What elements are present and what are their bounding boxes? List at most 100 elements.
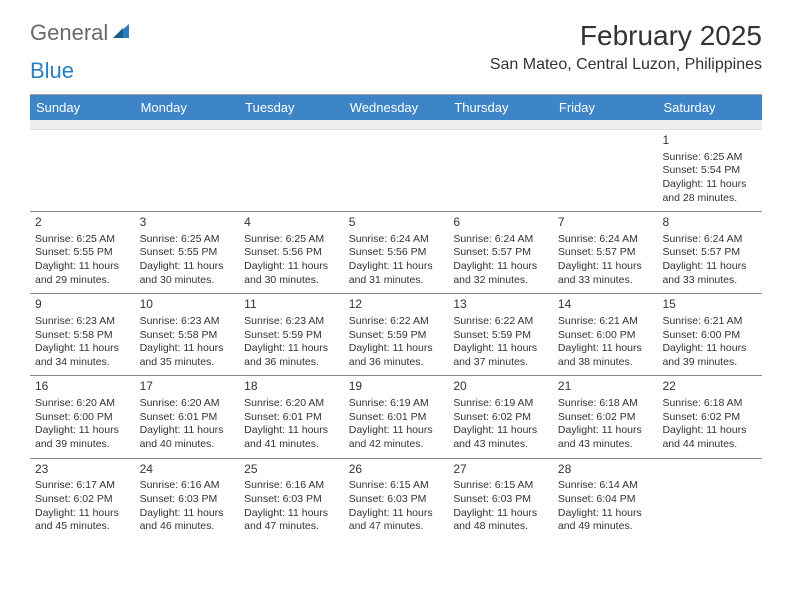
day-number: 11 xyxy=(244,297,339,313)
day-number: 3 xyxy=(140,215,235,231)
day-number: 24 xyxy=(140,462,235,478)
daylight-line: Daylight: 11 hours and 38 minutes. xyxy=(558,342,653,369)
daylight-line: Daylight: 11 hours and 36 minutes. xyxy=(244,342,339,369)
weekday-fri: Friday xyxy=(553,95,658,120)
sunrise-line: Sunrise: 6:16 AM xyxy=(140,479,235,493)
day-number: 20 xyxy=(453,379,548,395)
day-number: 7 xyxy=(558,215,653,231)
sunset-line: Sunset: 5:54 PM xyxy=(662,164,757,178)
daylight-line: Daylight: 11 hours and 43 minutes. xyxy=(453,424,548,451)
daylight-line: Daylight: 11 hours and 33 minutes. xyxy=(558,260,653,287)
day-number: 9 xyxy=(35,297,130,313)
calendar-cell xyxy=(448,130,553,211)
weekday-sat: Saturday xyxy=(657,95,762,120)
sunset-line: Sunset: 6:00 PM xyxy=(35,411,130,425)
day-number: 1 xyxy=(662,133,757,149)
daylight-line: Daylight: 11 hours and 43 minutes. xyxy=(558,424,653,451)
daylight-line: Daylight: 11 hours and 28 minutes. xyxy=(662,178,757,205)
sunrise-line: Sunrise: 6:25 AM xyxy=(662,151,757,165)
calendar-week: 1 Sunrise: 6:25 AMSunset: 5:54 PMDaylight… xyxy=(30,130,762,212)
daylight-line: Daylight: 11 hours and 49 minutes. xyxy=(558,507,653,534)
calendar-cell: 2Sunrise: 6:25 AMSunset: 5:55 PMDaylight… xyxy=(30,212,135,293)
day-number: 8 xyxy=(662,215,757,231)
day-number: 25 xyxy=(244,462,339,478)
calendar-cell: 14Sunrise: 6:21 AMSunset: 6:00 PMDayligh… xyxy=(553,294,658,375)
day-number: 28 xyxy=(558,462,653,478)
day-number: 16 xyxy=(35,379,130,395)
calendar-cell: 5Sunrise: 6:24 AMSunset: 5:56 PMDaylight… xyxy=(344,212,449,293)
sunset-line: Sunset: 6:02 PM xyxy=(662,411,757,425)
sunset-line: Sunset: 5:55 PM xyxy=(35,246,130,260)
calendar-week: 16Sunrise: 6:20 AMSunset: 6:00 PMDayligh… xyxy=(30,376,762,458)
daylight-line: Daylight: 11 hours and 44 minutes. xyxy=(662,424,757,451)
day-number: 22 xyxy=(662,379,757,395)
sunrise-line: Sunrise: 6:24 AM xyxy=(349,233,444,247)
blank-row xyxy=(30,120,762,130)
calendar-cell: 8Sunrise: 6:24 AMSunset: 5:57 PMDaylight… xyxy=(657,212,762,293)
daylight-line: Daylight: 11 hours and 30 minutes. xyxy=(140,260,235,287)
daylight-line: Daylight: 11 hours and 45 minutes. xyxy=(35,507,130,534)
calendar-cell: 24Sunrise: 6:16 AMSunset: 6:03 PMDayligh… xyxy=(135,459,240,540)
sunrise-line: Sunrise: 6:23 AM xyxy=(140,315,235,329)
weekday-header: Sunday Monday Tuesday Wednesday Thursday… xyxy=(30,95,762,120)
calendar-cell: 15Sunrise: 6:21 AMSunset: 6:00 PMDayligh… xyxy=(657,294,762,375)
daylight-line: Daylight: 11 hours and 34 minutes. xyxy=(35,342,130,369)
daylight-line: Daylight: 11 hours and 39 minutes. xyxy=(662,342,757,369)
day-number: 12 xyxy=(349,297,444,313)
day-number: 17 xyxy=(140,379,235,395)
daylight-line: Daylight: 11 hours and 48 minutes. xyxy=(453,507,548,534)
sunset-line: Sunset: 6:01 PM xyxy=(349,411,444,425)
day-number: 15 xyxy=(662,297,757,313)
calendar-cell: 23Sunrise: 6:17 AMSunset: 6:02 PMDayligh… xyxy=(30,459,135,540)
brand-word2: Blue xyxy=(30,58,762,84)
daylight-line: Daylight: 11 hours and 39 minutes. xyxy=(35,424,130,451)
sunrise-line: Sunrise: 6:17 AM xyxy=(35,479,130,493)
sunrise-line: Sunrise: 6:23 AM xyxy=(244,315,339,329)
weeks-container: 1Sunrise: 6:25 AMSunset: 5:54 PMDaylight… xyxy=(30,130,762,540)
weekday-mon: Monday xyxy=(135,95,240,120)
sunset-line: Sunset: 5:59 PM xyxy=(349,329,444,343)
calendar: Sunday Monday Tuesday Wednesday Thursday… xyxy=(30,94,762,540)
sunset-line: Sunset: 5:56 PM xyxy=(244,246,339,260)
sunset-line: Sunset: 5:57 PM xyxy=(453,246,548,260)
sunset-line: Sunset: 6:03 PM xyxy=(244,493,339,507)
calendar-cell: 18Sunrise: 6:20 AMSunset: 6:01 PMDayligh… xyxy=(239,376,344,457)
sunrise-line: Sunrise: 6:25 AM xyxy=(244,233,339,247)
calendar-cell: 16Sunrise: 6:20 AMSunset: 6:00 PMDayligh… xyxy=(30,376,135,457)
sunset-line: Sunset: 6:04 PM xyxy=(558,493,653,507)
sunset-line: Sunset: 6:01 PM xyxy=(140,411,235,425)
sunrise-line: Sunrise: 6:18 AM xyxy=(558,397,653,411)
calendar-cell: 10Sunrise: 6:23 AMSunset: 5:58 PMDayligh… xyxy=(135,294,240,375)
daylight-line: Daylight: 11 hours and 35 minutes. xyxy=(140,342,235,369)
sunrise-line: Sunrise: 6:24 AM xyxy=(662,233,757,247)
page-title: February 2025 xyxy=(490,20,762,52)
daylight-line: Daylight: 11 hours and 42 minutes. xyxy=(349,424,444,451)
sunset-line: Sunset: 6:03 PM xyxy=(140,493,235,507)
calendar-cell xyxy=(344,130,449,211)
calendar-cell: 27Sunrise: 6:15 AMSunset: 6:03 PMDayligh… xyxy=(448,459,553,540)
calendar-cell: 4Sunrise: 6:25 AMSunset: 5:56 PMDaylight… xyxy=(239,212,344,293)
daylight-line: Daylight: 11 hours and 47 minutes. xyxy=(244,507,339,534)
calendar-cell: 6Sunrise: 6:24 AMSunset: 5:57 PMDaylight… xyxy=(448,212,553,293)
calendar-week: 2Sunrise: 6:25 AMSunset: 5:55 PMDaylight… xyxy=(30,212,762,294)
calendar-week: 9Sunrise: 6:23 AMSunset: 5:58 PMDaylight… xyxy=(30,294,762,376)
day-number: 5 xyxy=(349,215,444,231)
calendar-week: 23Sunrise: 6:17 AMSunset: 6:02 PMDayligh… xyxy=(30,459,762,540)
sunrise-line: Sunrise: 6:20 AM xyxy=(140,397,235,411)
calendar-cell: 12Sunrise: 6:22 AMSunset: 5:59 PMDayligh… xyxy=(344,294,449,375)
day-number: 4 xyxy=(244,215,339,231)
weekday-thu: Thursday xyxy=(448,95,553,120)
sunset-line: Sunset: 6:02 PM xyxy=(453,411,548,425)
day-number: 14 xyxy=(558,297,653,313)
day-number: 2 xyxy=(35,215,130,231)
day-number: 6 xyxy=(453,215,548,231)
daylight-line: Daylight: 11 hours and 29 minutes. xyxy=(35,260,130,287)
daylight-line: Daylight: 11 hours and 46 minutes. xyxy=(140,507,235,534)
calendar-cell: 19Sunrise: 6:19 AMSunset: 6:01 PMDayligh… xyxy=(344,376,449,457)
daylight-line: Daylight: 11 hours and 36 minutes. xyxy=(349,342,444,369)
weekday-tue: Tuesday xyxy=(239,95,344,120)
calendar-cell: 7Sunrise: 6:24 AMSunset: 5:57 PMDaylight… xyxy=(553,212,658,293)
sunset-line: Sunset: 6:02 PM xyxy=(35,493,130,507)
day-number: 27 xyxy=(453,462,548,478)
calendar-cell: 1 Sunrise: 6:25 AMSunset: 5:54 PMDaylight… xyxy=(657,130,762,211)
